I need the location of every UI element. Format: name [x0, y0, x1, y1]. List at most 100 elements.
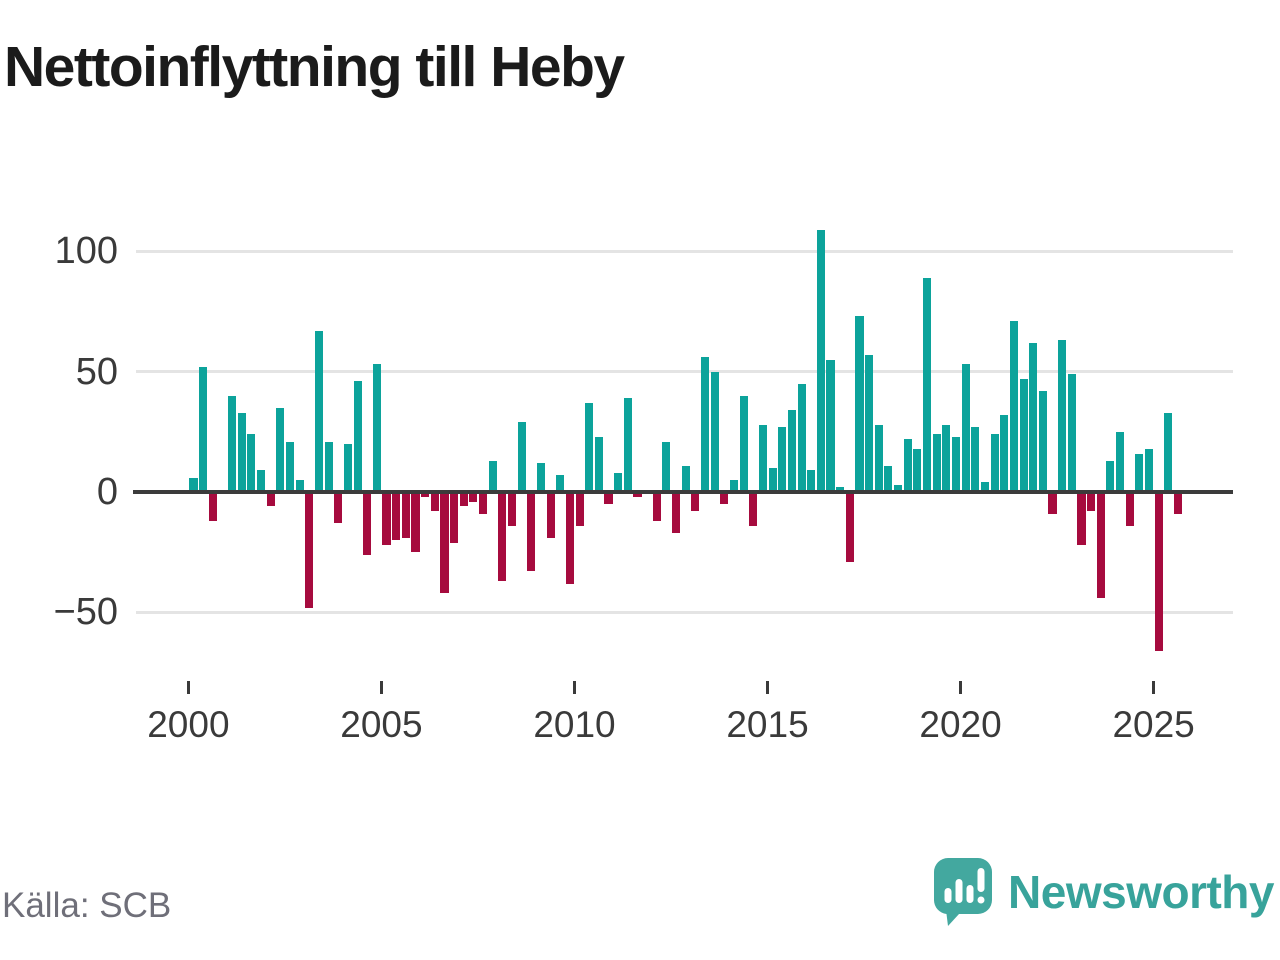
bar-2011-Q1: [614, 472, 623, 492]
bar-2018-Q4: [913, 448, 922, 492]
bar-2016-Q2: [816, 229, 825, 492]
bar-2012-Q2: [662, 441, 671, 492]
bar-2004-Q1: [343, 443, 352, 492]
bar-2017-Q4: [874, 424, 883, 492]
bar-2025-Q3: [1173, 492, 1183, 514]
bar-2009-Q3: [556, 475, 565, 492]
bar-2012-Q4: [681, 465, 690, 492]
bar-2022-Q4: [1067, 374, 1076, 492]
bar-2003-Q3: [324, 441, 333, 492]
bar-2007-Q4: [488, 460, 497, 492]
newsworthy-wordmark: Newsworthy: [1008, 866, 1274, 918]
bar-2013-Q4: [720, 492, 729, 504]
bar-2013-Q3: [710, 371, 719, 492]
bar-2008-Q1: [498, 492, 507, 582]
x-axis-label-2020: 2020: [919, 704, 1002, 745]
bar-2000-Q1: [189, 477, 198, 492]
bar-2020-Q1: [961, 364, 970, 492]
bar-2016-Q1: [807, 470, 816, 492]
bar-2005-Q2: [392, 492, 401, 541]
bar-2021-Q1: [1000, 415, 1009, 492]
bar-2017-Q3: [865, 354, 874, 492]
x-axis-label-2010: 2010: [533, 704, 616, 745]
bar-2006-Q4: [450, 492, 459, 543]
bar-2023-Q4: [1106, 460, 1115, 492]
bar-2005-Q3: [401, 492, 410, 538]
bar-2011-Q3: [633, 492, 642, 497]
bar-2004-Q3: [363, 492, 372, 555]
page-title: Nettoinflyttning till Heby: [4, 35, 625, 99]
bar-2021-Q3: [1019, 378, 1028, 492]
bar-2021-Q2: [1009, 321, 1018, 492]
bar-2022-Q3: [1058, 340, 1067, 492]
bar-2019-Q4: [951, 436, 961, 492]
bar-2003-Q4: [334, 492, 343, 524]
bar-2023-Q2: [1087, 492, 1096, 512]
bar-2012-Q3: [672, 492, 681, 533]
bar-2002-Q1: [266, 492, 275, 507]
bar-2023-Q3: [1096, 492, 1105, 598]
bar-2010-Q1: [575, 492, 584, 526]
bar-2009-Q1: [536, 463, 546, 492]
bar-2001-Q1: [228, 395, 237, 492]
bar-2001-Q3: [247, 434, 256, 492]
bar-2010-Q2: [585, 402, 594, 492]
gridline-50: [136, 370, 1233, 374]
bar-2017-Q1: [845, 492, 854, 562]
bar-2001-Q4: [257, 470, 266, 492]
bar-2014-Q4: [758, 424, 768, 492]
bar-2019-Q3: [942, 424, 951, 492]
bar-2024-Q4: [1144, 448, 1154, 492]
x-axis-label-2025: 2025: [1112, 704, 1195, 745]
bar-2000-Q2: [199, 366, 208, 492]
bar-2025-Q2: [1164, 412, 1173, 492]
bar-2020-Q3: [980, 482, 990, 492]
x-tick-2020: [959, 681, 963, 694]
newsworthy-bubble-icon: [934, 858, 993, 926]
bar-2015-Q2: [778, 427, 787, 492]
bar-2019-Q1: [923, 277, 932, 492]
bar-2003-Q1: [305, 492, 314, 608]
bar-2025-Q1: [1154, 492, 1163, 651]
bar-2022-Q2: [1048, 492, 1057, 514]
bar-2014-Q3: [749, 492, 758, 526]
bar-2020-Q2: [971, 427, 980, 492]
bar-2018-Q2: [894, 484, 903, 492]
bar-2010-Q4: [604, 492, 613, 504]
x-tick-2015: [766, 681, 770, 694]
bar-2022-Q1: [1038, 390, 1047, 492]
bar-2002-Q3: [285, 441, 295, 492]
bar-2006-Q2: [430, 492, 439, 512]
source-note: Källa: SCB: [2, 886, 172, 925]
bar-2015-Q1: [768, 467, 777, 492]
x-tick-2005: [379, 681, 383, 694]
bar-2002-Q2: [276, 407, 285, 492]
bar-2008-Q2: [507, 492, 517, 526]
bar-2018-Q3: [903, 439, 912, 492]
bar-2008-Q3: [517, 422, 526, 492]
bar-2019-Q2: [932, 434, 941, 492]
bar-2013-Q2: [701, 357, 710, 492]
bar-2014-Q1: [729, 480, 739, 492]
x-axis-label-2000: 2000: [147, 704, 230, 745]
bar-2009-Q4: [565, 492, 574, 584]
x-tick-2025: [1152, 681, 1156, 694]
bar-2014-Q2: [739, 395, 748, 492]
bar-2024-Q3: [1135, 453, 1144, 492]
bar-2001-Q2: [237, 412, 246, 492]
bar-2002-Q4: [295, 480, 304, 492]
gridline-100: [136, 249, 1233, 253]
y-axis-label-100: 100: [54, 230, 118, 273]
x-axis-label-2005: 2005: [340, 704, 423, 745]
bar-2004-Q4: [372, 364, 381, 492]
bar-2024-Q2: [1125, 492, 1134, 526]
bar-2006-Q1: [421, 492, 430, 497]
bar-2018-Q1: [884, 465, 893, 492]
x-axis-label-2015: 2015: [726, 704, 809, 745]
bar-2000-Q3: [208, 492, 217, 521]
bar-2007-Q2: [469, 492, 478, 502]
bar-2006-Q3: [440, 492, 449, 594]
gridline--50: [136, 610, 1233, 614]
bar-2024-Q1: [1116, 431, 1125, 492]
bar-2007-Q3: [479, 492, 488, 514]
